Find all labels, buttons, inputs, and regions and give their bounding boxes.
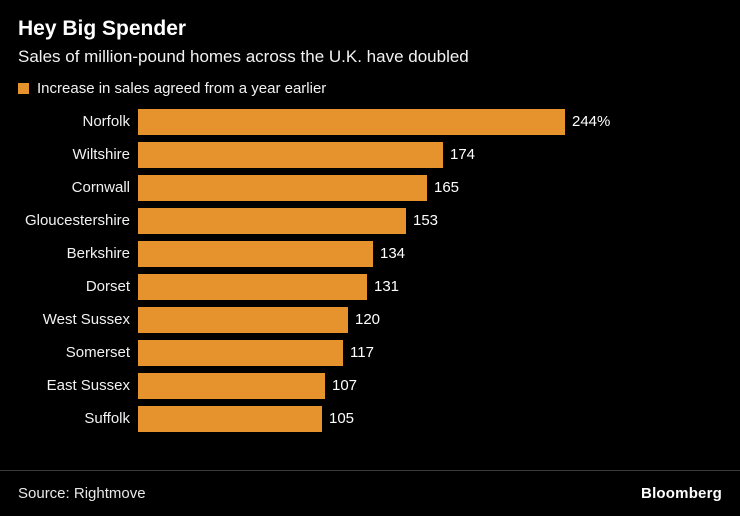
category-label: Cornwall xyxy=(71,179,130,197)
bar-track: 174 xyxy=(138,141,740,168)
chart-footer: Source: Rightmove Bloomberg xyxy=(0,470,740,516)
bar-row: Somerset 117 xyxy=(0,336,740,369)
category-label: Dorset xyxy=(85,278,130,296)
bar-row: Cornwall 165 xyxy=(0,171,740,204)
category-label: Norfolk xyxy=(82,113,130,131)
bar xyxy=(138,141,443,168)
source-credit: Source: Rightmove xyxy=(18,485,146,502)
bar-track: 134 xyxy=(138,240,740,267)
bloomberg-logo: Bloomberg xyxy=(641,485,722,502)
value-label: 105 xyxy=(329,410,355,428)
category-label: Suffolk xyxy=(84,410,130,428)
bar xyxy=(138,405,322,432)
bar xyxy=(138,306,348,333)
value-label: 174 xyxy=(450,146,476,164)
chart-title: Hey Big Spender xyxy=(18,17,187,40)
value-label: 153 xyxy=(413,212,439,230)
value-label: 244% xyxy=(572,113,611,131)
bar xyxy=(138,207,406,234)
value-label: 131 xyxy=(374,278,400,296)
value-label: 120 xyxy=(355,311,381,329)
legend-label: Increase in sales agreed from a year ear… xyxy=(37,80,327,98)
bar-row: Gloucestershire 153 xyxy=(0,204,740,237)
bar xyxy=(138,240,373,267)
bar-track: 244% xyxy=(138,108,740,135)
bar-row: Berkshire 134 xyxy=(0,237,740,270)
bar xyxy=(138,339,343,366)
value-label: 117 xyxy=(350,344,374,362)
category-label: Somerset xyxy=(65,344,130,362)
chart-header: Hey Big Spender Sales of million-pound h… xyxy=(0,0,740,67)
value-label: 165 xyxy=(434,179,460,197)
chart-subtitle: Sales of million-pound homes across the … xyxy=(18,47,469,67)
bar-track: 131 xyxy=(138,273,740,300)
bar-row: Dorset 131 xyxy=(0,270,740,303)
legend: Increase in sales agreed from a year ear… xyxy=(18,80,740,97)
category-label: Wiltshire xyxy=(72,146,130,164)
category-label: West Sussex xyxy=(42,311,130,329)
bar-row: Norfolk 244% xyxy=(0,105,740,138)
bar-row: Suffolk 105 xyxy=(0,402,740,435)
bar-chart: Norfolk 244% Wiltshire 174 Cornwall 165 … xyxy=(0,105,740,435)
bar-track: 107 xyxy=(138,372,740,399)
value-label: 107 xyxy=(332,377,358,395)
bar-row: West Sussex 120 xyxy=(0,303,740,336)
bar-track: 165 xyxy=(138,174,740,201)
category-label: Gloucestershire xyxy=(24,212,130,230)
bar-track: 117 xyxy=(138,339,740,366)
bar xyxy=(138,372,325,399)
bar xyxy=(138,273,367,300)
bar-track: 120 xyxy=(138,306,740,333)
bar-track: 105 xyxy=(138,405,740,432)
bar xyxy=(138,108,565,135)
bar-track: 153 xyxy=(138,207,740,234)
bar-row: Wiltshire 174 xyxy=(0,138,740,171)
legend-swatch-icon xyxy=(18,83,29,95)
bar-row: East Sussex 107 xyxy=(0,369,740,402)
category-label: Berkshire xyxy=(66,245,130,263)
value-label: 134 xyxy=(380,245,406,263)
category-label: East Sussex xyxy=(46,377,130,395)
bar xyxy=(138,174,427,201)
